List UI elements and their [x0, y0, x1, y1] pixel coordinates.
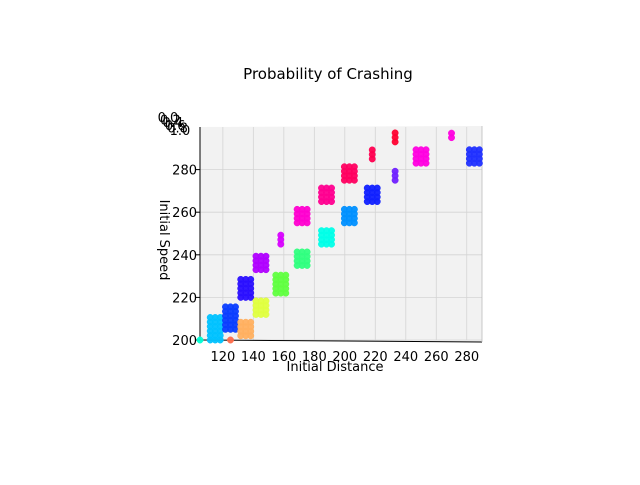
z-tick-label: 0.6	[165, 119, 186, 134]
data-point	[391, 129, 399, 137]
data-point	[448, 129, 455, 137]
y-tick-label: 220	[172, 291, 197, 306]
data-point	[277, 231, 285, 239]
data-point	[196, 336, 204, 344]
x-axis-line	[199, 339, 483, 343]
z-tick-label: 1.0	[170, 124, 191, 139]
chart-title: Probability of Crashing	[243, 65, 413, 83]
data-point	[247, 318, 255, 326]
data-point	[247, 275, 255, 283]
data-point	[303, 248, 311, 256]
z-tick-label: 0.8	[167, 121, 188, 136]
data-point	[262, 252, 270, 260]
z-tick-label: 0.2	[160, 114, 181, 129]
y-tick-label: 260	[172, 206, 197, 221]
data-points	[196, 129, 483, 344]
y-axis-title: Initial Speed	[156, 200, 171, 281]
x-tick-label: 200	[332, 350, 357, 365]
data-point	[422, 146, 430, 154]
y-tick-label: 280	[172, 164, 197, 179]
data-point	[373, 184, 381, 192]
x-axis-title: Initial Distance	[287, 360, 384, 375]
data-point	[391, 167, 399, 175]
tick-labels: 120 140 160 180 200 220 240 260 280 200 220 240 260 2…	[158, 111, 480, 365]
back-pane	[200, 126, 482, 342]
x-tick-label: 140	[241, 350, 266, 365]
x-tick-label: 280	[454, 350, 479, 365]
x-tick-label: 120	[210, 350, 235, 365]
axes	[196, 126, 483, 343]
z-tick-label: 0.0	[158, 111, 179, 126]
data-point	[475, 146, 483, 154]
x-tick-label: 240	[393, 350, 418, 365]
data-point	[282, 271, 290, 279]
data-point	[232, 303, 239, 311]
data-point	[328, 227, 335, 235]
x-tick-label: 220	[363, 350, 388, 365]
x-tick-label: 260	[424, 350, 449, 365]
z-tick-label: 0.4	[162, 116, 183, 131]
data-point	[350, 205, 358, 213]
y-tick-label: 240	[172, 249, 197, 264]
data-point	[328, 184, 335, 192]
y-tick-label: 200	[172, 334, 197, 349]
data-point	[368, 146, 376, 154]
data-point	[350, 163, 358, 171]
x-tick-label: 180	[302, 350, 327, 365]
x-tick-label: 160	[271, 350, 296, 365]
data-point	[303, 205, 311, 213]
data-point	[262, 297, 270, 305]
data-point	[227, 336, 234, 344]
